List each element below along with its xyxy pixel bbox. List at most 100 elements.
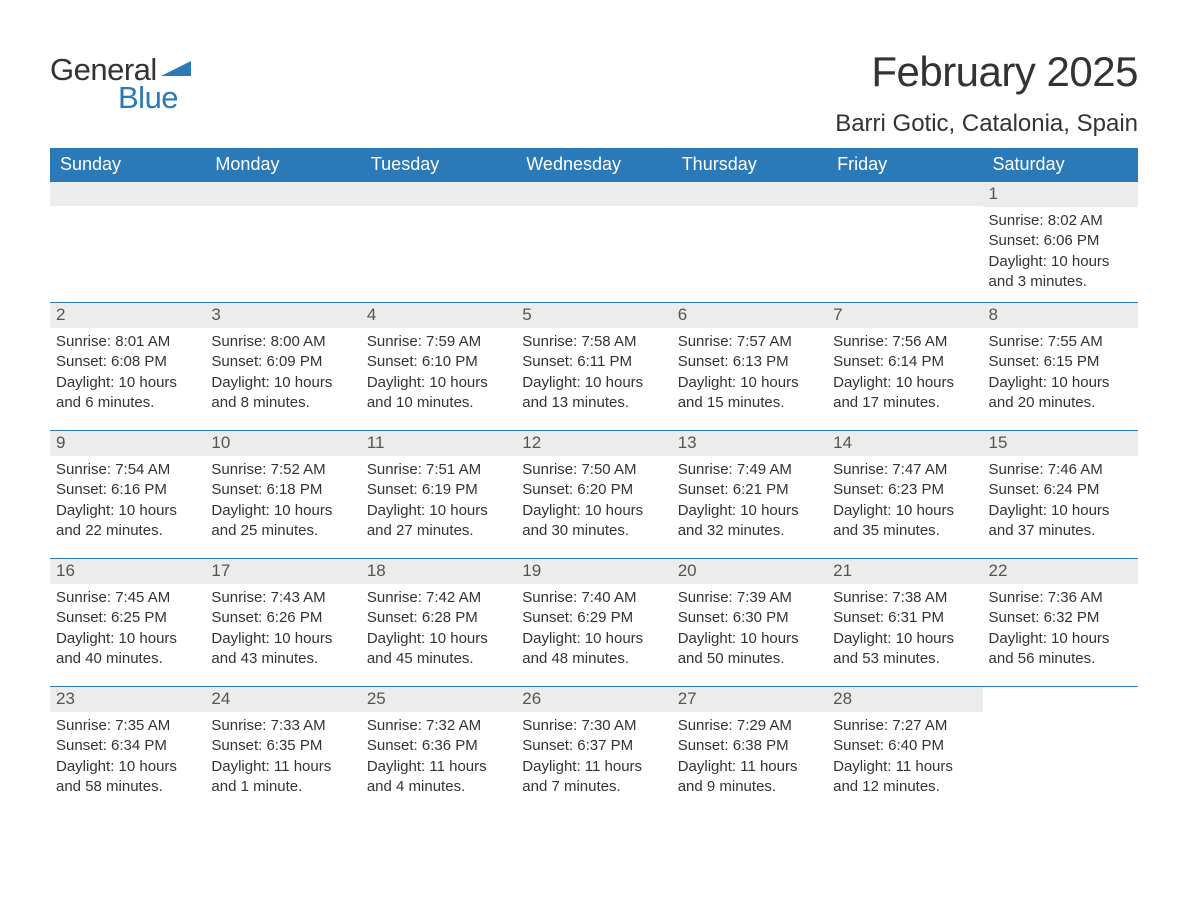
day-details: Sunrise: 7:30 AMSunset: 6:37 PMDaylight:… (516, 712, 671, 803)
date-number-bar: 5 (516, 303, 671, 328)
weekday-header: Saturday (983, 148, 1138, 182)
sunset-text: Sunset: 6:15 PM (989, 352, 1132, 372)
calendar-cell: 28Sunrise: 7:27 AMSunset: 6:40 PMDayligh… (827, 687, 982, 814)
daylight-text: Daylight: 10 hours and 53 minutes. (833, 629, 976, 670)
calendar-cell: 19Sunrise: 7:40 AMSunset: 6:29 PMDayligh… (516, 559, 671, 686)
empty-date-bar (50, 182, 205, 206)
weekday-header: Wednesday (516, 148, 671, 182)
day-details: Sunrise: 7:40 AMSunset: 6:29 PMDaylight:… (516, 584, 671, 675)
date-number-bar: 10 (205, 431, 360, 456)
month-title: February 2025 (835, 48, 1138, 96)
title-block: February 2025 Barri Gotic, Catalonia, Sp… (835, 48, 1138, 138)
sunset-text: Sunset: 6:10 PM (367, 352, 510, 372)
daylight-text: Daylight: 11 hours and 7 minutes. (522, 757, 665, 798)
calendar-cell: 22Sunrise: 7:36 AMSunset: 6:32 PMDayligh… (983, 559, 1138, 686)
empty-date-bar (672, 182, 827, 206)
sunrise-text: Sunrise: 7:52 AM (211, 460, 354, 480)
daylight-text: Daylight: 11 hours and 1 minute. (211, 757, 354, 798)
calendar-cell (205, 182, 360, 302)
location-subtitle: Barri Gotic, Catalonia, Spain (835, 110, 1138, 138)
weekday-header: Sunday (50, 148, 205, 182)
day-details: Sunrise: 8:02 AMSunset: 6:06 PMDaylight:… (983, 207, 1138, 298)
calendar-cell: 1Sunrise: 8:02 AMSunset: 6:06 PMDaylight… (983, 182, 1138, 302)
date-number-bar: 16 (50, 559, 205, 584)
sunrise-text: Sunrise: 7:36 AM (989, 588, 1132, 608)
sunrise-text: Sunrise: 7:32 AM (367, 716, 510, 736)
calendar-cell: 23Sunrise: 7:35 AMSunset: 6:34 PMDayligh… (50, 687, 205, 814)
calendar-cell: 2Sunrise: 8:01 AMSunset: 6:08 PMDaylight… (50, 303, 205, 430)
sunset-text: Sunset: 6:23 PM (833, 480, 976, 500)
sunset-text: Sunset: 6:21 PM (678, 480, 821, 500)
date-number-bar: 1 (983, 182, 1138, 207)
day-details: Sunrise: 7:57 AMSunset: 6:13 PMDaylight:… (672, 328, 827, 419)
date-number-bar: 11 (361, 431, 516, 456)
date-number-bar: 3 (205, 303, 360, 328)
day-details: Sunrise: 7:56 AMSunset: 6:14 PMDaylight:… (827, 328, 982, 419)
sunset-text: Sunset: 6:38 PM (678, 736, 821, 756)
sunrise-text: Sunrise: 7:43 AM (211, 588, 354, 608)
day-details: Sunrise: 7:49 AMSunset: 6:21 PMDaylight:… (672, 456, 827, 547)
calendar-cell (672, 182, 827, 302)
sunset-text: Sunset: 6:25 PM (56, 608, 199, 628)
calendar-week: 1Sunrise: 8:02 AMSunset: 6:06 PMDaylight… (50, 182, 1138, 302)
calendar-cell: 18Sunrise: 7:42 AMSunset: 6:28 PMDayligh… (361, 559, 516, 686)
sunrise-text: Sunrise: 7:42 AM (367, 588, 510, 608)
date-number-bar: 7 (827, 303, 982, 328)
sunset-text: Sunset: 6:28 PM (367, 608, 510, 628)
sunset-text: Sunset: 6:20 PM (522, 480, 665, 500)
calendar-cell: 16Sunrise: 7:45 AMSunset: 6:25 PMDayligh… (50, 559, 205, 686)
sunset-text: Sunset: 6:37 PM (522, 736, 665, 756)
sunrise-text: Sunrise: 7:30 AM (522, 716, 665, 736)
brand-logo: General Blue (50, 52, 191, 116)
sunrise-text: Sunrise: 7:51 AM (367, 460, 510, 480)
calendar-week: 9Sunrise: 7:54 AMSunset: 6:16 PMDaylight… (50, 430, 1138, 558)
weekday-header: Monday (205, 148, 360, 182)
daylight-text: Daylight: 10 hours and 25 minutes. (211, 501, 354, 542)
sunrise-text: Sunrise: 8:02 AM (989, 211, 1132, 231)
sunset-text: Sunset: 6:19 PM (367, 480, 510, 500)
date-number-bar: 26 (516, 687, 671, 712)
sunset-text: Sunset: 6:34 PM (56, 736, 199, 756)
date-number-bar: 23 (50, 687, 205, 712)
sunrise-text: Sunrise: 7:46 AM (989, 460, 1132, 480)
sunset-text: Sunset: 6:26 PM (211, 608, 354, 628)
calendar-cell: 14Sunrise: 7:47 AMSunset: 6:23 PMDayligh… (827, 431, 982, 558)
empty-date-bar (205, 182, 360, 206)
date-number-bar: 2 (50, 303, 205, 328)
sunrise-text: Sunrise: 7:54 AM (56, 460, 199, 480)
day-details: Sunrise: 7:35 AMSunset: 6:34 PMDaylight:… (50, 712, 205, 803)
day-details: Sunrise: 7:32 AMSunset: 6:36 PMDaylight:… (361, 712, 516, 803)
daylight-text: Daylight: 10 hours and 6 minutes. (56, 373, 199, 414)
calendar-cell: 12Sunrise: 7:50 AMSunset: 6:20 PMDayligh… (516, 431, 671, 558)
calendar-week: 2Sunrise: 8:01 AMSunset: 6:08 PMDaylight… (50, 302, 1138, 430)
page-header: General Blue February 2025 Barri Gotic, … (50, 48, 1138, 138)
daylight-text: Daylight: 10 hours and 43 minutes. (211, 629, 354, 670)
calendar-cell: 9Sunrise: 7:54 AMSunset: 6:16 PMDaylight… (50, 431, 205, 558)
day-details: Sunrise: 7:38 AMSunset: 6:31 PMDaylight:… (827, 584, 982, 675)
date-number-bar: 20 (672, 559, 827, 584)
sunrise-text: Sunrise: 7:55 AM (989, 332, 1132, 352)
daylight-text: Daylight: 11 hours and 4 minutes. (367, 757, 510, 798)
day-details: Sunrise: 7:55 AMSunset: 6:15 PMDaylight:… (983, 328, 1138, 419)
calendar-cell (827, 182, 982, 302)
sunrise-text: Sunrise: 7:47 AM (833, 460, 976, 480)
calendar-cell: 17Sunrise: 7:43 AMSunset: 6:26 PMDayligh… (205, 559, 360, 686)
sunrise-text: Sunrise: 8:00 AM (211, 332, 354, 352)
sunrise-text: Sunrise: 7:49 AM (678, 460, 821, 480)
calendar-cell: 25Sunrise: 7:32 AMSunset: 6:36 PMDayligh… (361, 687, 516, 814)
sunset-text: Sunset: 6:08 PM (56, 352, 199, 372)
calendar-cell: 15Sunrise: 7:46 AMSunset: 6:24 PMDayligh… (983, 431, 1138, 558)
day-details: Sunrise: 7:36 AMSunset: 6:32 PMDaylight:… (983, 584, 1138, 675)
brand-text-blue: Blue (118, 80, 178, 116)
sunrise-text: Sunrise: 7:59 AM (367, 332, 510, 352)
calendar-cell: 13Sunrise: 7:49 AMSunset: 6:21 PMDayligh… (672, 431, 827, 558)
date-number-bar: 28 (827, 687, 982, 712)
calendar-cell: 27Sunrise: 7:29 AMSunset: 6:38 PMDayligh… (672, 687, 827, 814)
calendar-cell: 5Sunrise: 7:58 AMSunset: 6:11 PMDaylight… (516, 303, 671, 430)
daylight-text: Daylight: 10 hours and 20 minutes. (989, 373, 1132, 414)
date-number-bar: 8 (983, 303, 1138, 328)
daylight-text: Daylight: 10 hours and 32 minutes. (678, 501, 821, 542)
calendar-cell (50, 182, 205, 302)
day-details: Sunrise: 7:47 AMSunset: 6:23 PMDaylight:… (827, 456, 982, 547)
sunset-text: Sunset: 6:06 PM (989, 231, 1132, 251)
